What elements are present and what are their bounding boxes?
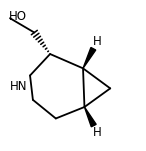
Polygon shape (84, 107, 96, 127)
Text: H: H (93, 126, 102, 139)
Text: H: H (93, 35, 102, 48)
Text: HN: HN (10, 80, 27, 93)
Text: HO: HO (9, 10, 27, 23)
Polygon shape (83, 47, 96, 68)
